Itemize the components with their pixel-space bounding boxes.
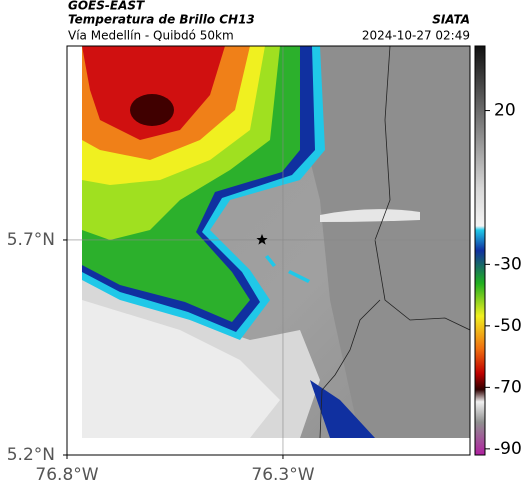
colorbar-label: 20 — [494, 101, 516, 121]
colorbar-label: -90 — [494, 439, 522, 459]
map-frame — [66, 45, 471, 456]
timestamp: 2024-10-27 02:49 — [362, 29, 470, 43]
region: Vía Medellín - Quibdó 50km — [68, 29, 234, 43]
graticule — [67, 46, 470, 455]
colorbar-label: -70 — [494, 377, 522, 397]
colorbar-label: -50 — [494, 316, 522, 336]
x-tick-label: 76.3°W — [251, 465, 314, 485]
colorbar-label: -30 — [494, 254, 522, 274]
title: Temperatura de Brillo CH13 — [68, 13, 255, 27]
satellite-image — [67, 46, 470, 455]
source: GOES-EAST — [68, 0, 145, 13]
brand: SIATA — [432, 13, 470, 27]
y-tick-label: 5.7°N — [7, 230, 55, 250]
y-tick-label: 5.2°N — [7, 445, 55, 465]
colorbar — [474, 45, 486, 456]
location-marker — [256, 234, 268, 245]
x-tick-label: 76.8°W — [35, 465, 98, 485]
